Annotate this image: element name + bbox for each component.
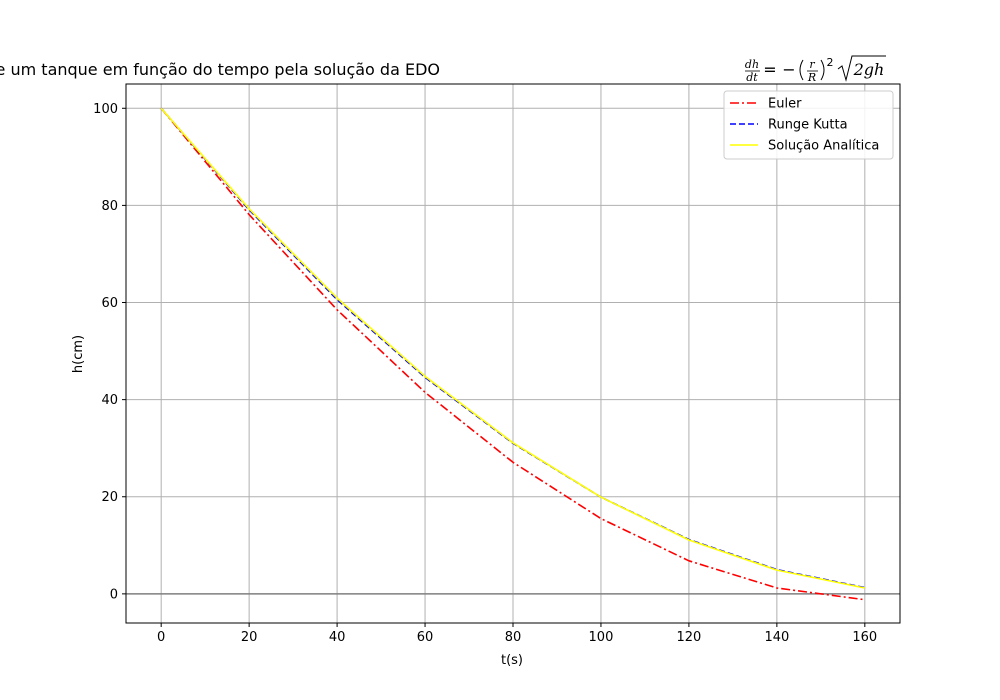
title-equation: dh dt = − r R 2 2gh — [745, 55, 886, 84]
legend: Euler Runge Kutta Solução Analítica — [723, 90, 894, 160]
series-line-0 — [160, 107, 865, 601]
y-tick-label: 80 — [101, 199, 118, 214]
series-line-2 — [160, 107, 865, 589]
x-tick-label: 20 — [241, 630, 258, 645]
x-tick-label: 80 — [505, 630, 522, 645]
x-tick-label: 100 — [589, 630, 614, 645]
eq-minus: − — [782, 60, 795, 79]
x-tick-label: 160 — [852, 630, 877, 645]
x-axis: 0 20 40 60 80 100 120 140 160 — [157, 623, 877, 645]
eq-exponent: 2 — [827, 56, 834, 69]
x-tick-label: 60 — [417, 630, 434, 645]
legend-label-1: Runge Kutta — [768, 118, 848, 133]
legend-label-0: Euler — [768, 97, 802, 112]
legend-box — [723, 90, 894, 160]
eq-sqrt-sign — [837, 55, 886, 82]
eq-equals: = — [763, 60, 776, 79]
y-tick-label: 40 — [101, 393, 118, 408]
eq-left-paren — [799, 59, 804, 81]
y-tick-label: 100 — [93, 102, 118, 117]
x-tick-label: 120 — [676, 630, 701, 645]
eq-sqrt-body: 2gh — [853, 60, 885, 79]
legend-label-2: Solução Analítica — [768, 139, 879, 154]
y-tick-label: 0 — [110, 587, 118, 602]
y-tick-label: 60 — [101, 296, 118, 311]
series-layer — [160, 107, 865, 601]
eq-right-paren — [820, 59, 825, 81]
eq-ratio-denominator: R — [807, 71, 816, 84]
x-tick-label: 40 — [329, 630, 346, 645]
x-tick-label: 140 — [764, 630, 789, 645]
x-tick-label: 0 — [157, 630, 165, 645]
y-tick-label: 20 — [101, 490, 118, 505]
plot-area — [125, 83, 901, 624]
chart-title-text: Altura da água de um tanque em função do… — [0, 60, 440, 79]
chart-title: Altura da água de um tanque em função do… — [0, 55, 886, 84]
eq-lhs-denominator: dt — [746, 71, 758, 84]
y-axis: 0 20 40 60 80 100 — [93, 102, 126, 602]
y-axis-label: h(cm) — [71, 335, 86, 373]
eq-ratio-numerator: r — [809, 58, 815, 71]
eq-lhs-numerator: dh — [745, 58, 759, 71]
x-axis-label: t(s) — [501, 653, 523, 668]
